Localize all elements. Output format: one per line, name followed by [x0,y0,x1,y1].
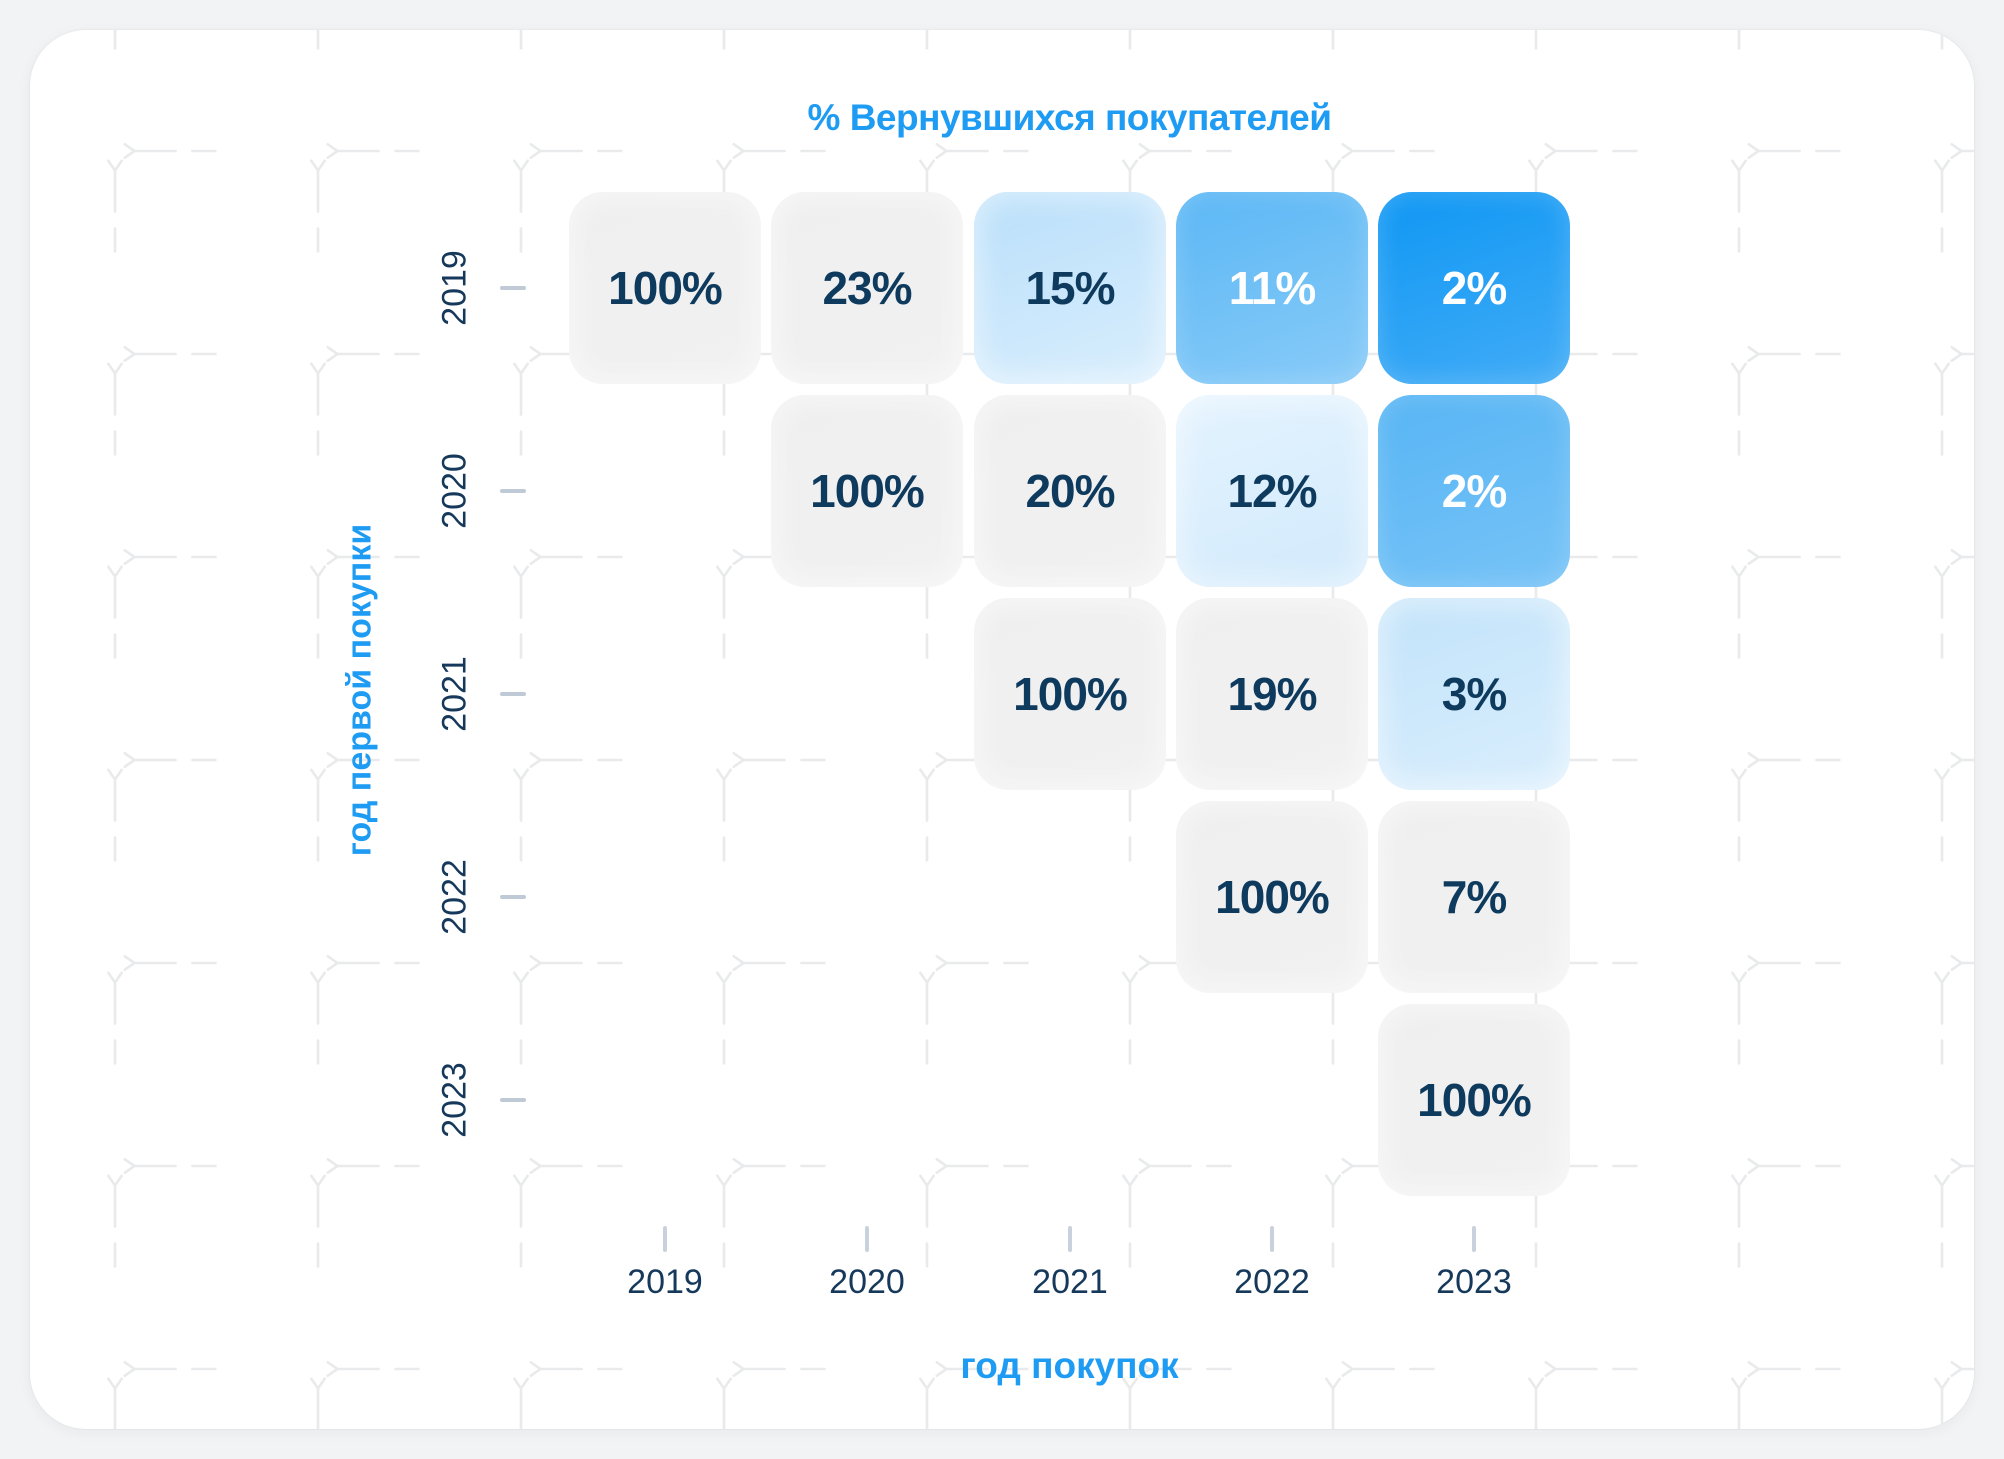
x-axis-label-2020: 2020 [829,1263,905,1301]
y-axis-label-text: 2019 [435,250,474,326]
x-axis-tick-2023 [1472,1226,1476,1252]
chart-card: % Вернувшихся покупателей год первой пок… [30,30,1974,1429]
x-axis-title: год покупок [960,1345,1179,1386]
heatmap-cell-2021-2023: 3% [1378,598,1570,790]
heatmap-cell-2021-2021: 100% [974,598,1166,790]
heatmap-cell-2020-2022: 12% [1176,395,1368,587]
y-axis-tick-2022 [500,895,526,899]
x-axis-tick-2021 [1068,1226,1072,1252]
y-axis-tick-2023 [500,1098,526,1102]
y-axis-tick-2021 [500,692,526,696]
heatmap-cell-2020-2020: 100% [771,395,963,587]
y-axis-tick-2019 [500,286,526,290]
heatmap-cell-2019-2021: 15% [974,192,1166,384]
heatmap-cell-2022-2023: 7% [1378,801,1570,993]
x-axis-label-2021: 2021 [1032,1263,1108,1301]
chart-title: % Вернувшихся покупателей [807,97,1332,138]
x-axis-tick-2019 [663,1226,667,1252]
y-axis-label-text: 2023 [435,1062,474,1138]
y-axis-label-text: 2020 [435,453,474,529]
y-axis-title-text: год первой покупки [340,523,379,857]
heatmap-cell-2022-2022: 100% [1176,801,1368,993]
x-axis-tick-2020 [865,1226,869,1252]
x-axis-tick-2022 [1270,1226,1274,1252]
heatmap-cell-2020-2023: 2% [1378,395,1570,587]
heatmap-cell-2021-2022: 19% [1176,598,1368,790]
heatmap-cell-2023-2023: 100% [1378,1004,1570,1196]
x-axis-label-2022: 2022 [1234,1263,1310,1301]
x-axis-label-2019: 2019 [627,1263,703,1301]
heatmap-cell-2019-2020: 23% [771,192,963,384]
y-axis-label-text: 2022 [435,859,474,935]
heatmap-cell-2019-2019: 100% [569,192,761,384]
y-axis-label-text: 2021 [435,656,474,732]
heatmap-cell-2020-2021: 20% [974,395,1166,587]
x-axis-label-2023: 2023 [1436,1263,1512,1301]
heatmap-cell-2019-2022: 11% [1176,192,1368,384]
heatmap-cell-2019-2023: 2% [1378,192,1570,384]
y-axis-tick-2020 [500,489,526,493]
